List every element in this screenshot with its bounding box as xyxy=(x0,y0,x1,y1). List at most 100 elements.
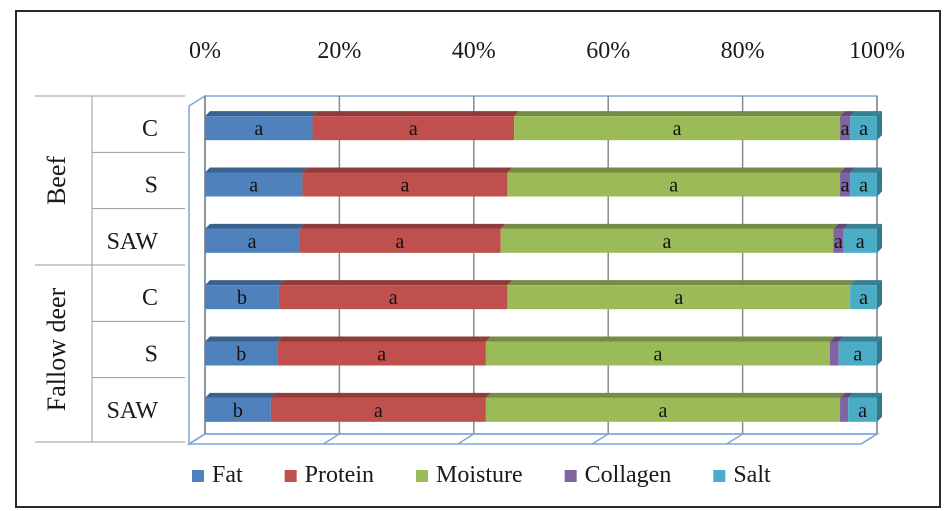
bar-segment-salt xyxy=(850,172,877,197)
gridline-floor xyxy=(323,433,340,445)
bar-top-face xyxy=(500,223,839,229)
bar-top-face xyxy=(514,111,846,117)
x-tick-label: 0% xyxy=(189,38,221,64)
bar-side-face xyxy=(877,280,882,310)
data-label: a xyxy=(856,231,865,253)
bar-segment-moisture xyxy=(500,228,834,253)
data-label: b xyxy=(233,400,243,422)
data-label: a xyxy=(374,400,383,422)
legend-swatch-protein xyxy=(284,470,297,482)
bar-top-face xyxy=(485,336,835,342)
bar-top-face xyxy=(833,223,849,229)
data-label: a xyxy=(858,400,867,422)
gridline-floor xyxy=(860,433,878,445)
bar-segment-protein xyxy=(278,285,508,310)
bar-top-face xyxy=(278,280,513,286)
bar-top-face xyxy=(850,280,882,286)
bar-top-face xyxy=(299,223,506,229)
category-label: C xyxy=(142,285,158,311)
bar-segment-collagen xyxy=(840,172,851,197)
data-label: a xyxy=(248,231,257,253)
data-label: b xyxy=(236,344,246,366)
plot-side-wall xyxy=(188,94,206,446)
gridline-floor xyxy=(457,433,475,445)
bar-segment-moisture xyxy=(514,116,841,141)
bar-segment-collagen xyxy=(840,397,849,422)
legend-swatch-moisture xyxy=(416,470,428,482)
legend-label-fat: Fat xyxy=(212,462,243,488)
bar-segment-fat xyxy=(205,285,279,310)
legend-swatch-salt xyxy=(713,470,726,482)
data-label: a xyxy=(673,118,682,140)
data-label: a xyxy=(663,231,672,253)
group-label: Beef xyxy=(42,156,71,205)
bar-segment-salt xyxy=(850,285,877,310)
bar-segment-fat xyxy=(205,172,303,197)
data-label: a xyxy=(674,287,683,309)
gridline-floor xyxy=(188,433,206,445)
data-label: a xyxy=(669,175,678,197)
category-label: SAW xyxy=(107,398,159,424)
bar-segment-protein xyxy=(312,116,515,141)
bar-top-face xyxy=(840,392,854,398)
plot-back-wall xyxy=(204,95,878,435)
bar-top-face xyxy=(838,336,882,342)
bar-segment-fat xyxy=(205,116,313,141)
legend-swatch-fat xyxy=(192,470,204,482)
category-label: S xyxy=(145,342,158,368)
x-tick-label: 40% xyxy=(452,38,496,64)
bar-segment-collagen xyxy=(833,228,844,253)
data-label: a xyxy=(377,344,386,366)
bar-segment-collagen xyxy=(829,341,839,366)
category-label: S xyxy=(145,173,158,199)
x-tick-label: 60% xyxy=(586,38,630,64)
bar-top-face xyxy=(848,392,882,398)
category-label: SAW xyxy=(107,229,159,255)
legend-label-moisture: Moisture xyxy=(436,462,523,488)
data-label: a xyxy=(653,344,662,366)
data-label: a xyxy=(841,118,850,140)
bar-segment-protein xyxy=(299,228,501,253)
bar-top-face xyxy=(840,167,856,173)
data-label: a xyxy=(859,175,868,197)
bar-top-face xyxy=(312,111,520,117)
legend-label-collagen: Collagen xyxy=(585,462,672,488)
bar-top-face xyxy=(843,223,882,229)
bar-segment-salt xyxy=(848,397,877,422)
data-label: a xyxy=(841,175,850,197)
x-tick-label: 80% xyxy=(721,38,765,64)
x-tick-label: 100% xyxy=(849,38,905,64)
bar-top-face xyxy=(205,336,283,342)
bar-segment-protein xyxy=(302,172,508,197)
bar-segment-fat xyxy=(205,341,278,366)
bar-top-face xyxy=(850,167,882,173)
bar-segment-moisture xyxy=(507,285,851,310)
data-label: a xyxy=(409,118,418,140)
bar-side-face xyxy=(877,111,882,141)
data-label: a xyxy=(249,175,258,197)
bar-side-face xyxy=(877,336,882,366)
category-label: C xyxy=(142,116,158,142)
bar-top-face xyxy=(205,280,284,286)
bar-top-face xyxy=(507,280,856,286)
bar-top-face xyxy=(205,392,276,398)
bar-top-face xyxy=(507,167,846,173)
gridline-floor xyxy=(591,433,609,445)
bar-segment-moisture xyxy=(485,341,830,366)
bar-top-face xyxy=(205,111,318,117)
bar-top-face xyxy=(850,111,882,117)
legend-label-protein: Protein xyxy=(305,462,374,488)
chart-frame xyxy=(15,10,941,508)
bar-side-face xyxy=(877,392,882,422)
data-label: a xyxy=(859,118,868,140)
bar-segment-moisture xyxy=(485,397,841,422)
bar-segment-salt xyxy=(838,341,877,366)
data-label: a xyxy=(834,231,843,253)
gridline-floor xyxy=(726,433,743,445)
data-label: a xyxy=(395,231,404,253)
bar-segment-protein xyxy=(277,341,486,366)
group-label: Fallow deer xyxy=(42,287,71,411)
bar-segment-protein xyxy=(270,397,486,422)
data-label: a xyxy=(400,175,409,197)
